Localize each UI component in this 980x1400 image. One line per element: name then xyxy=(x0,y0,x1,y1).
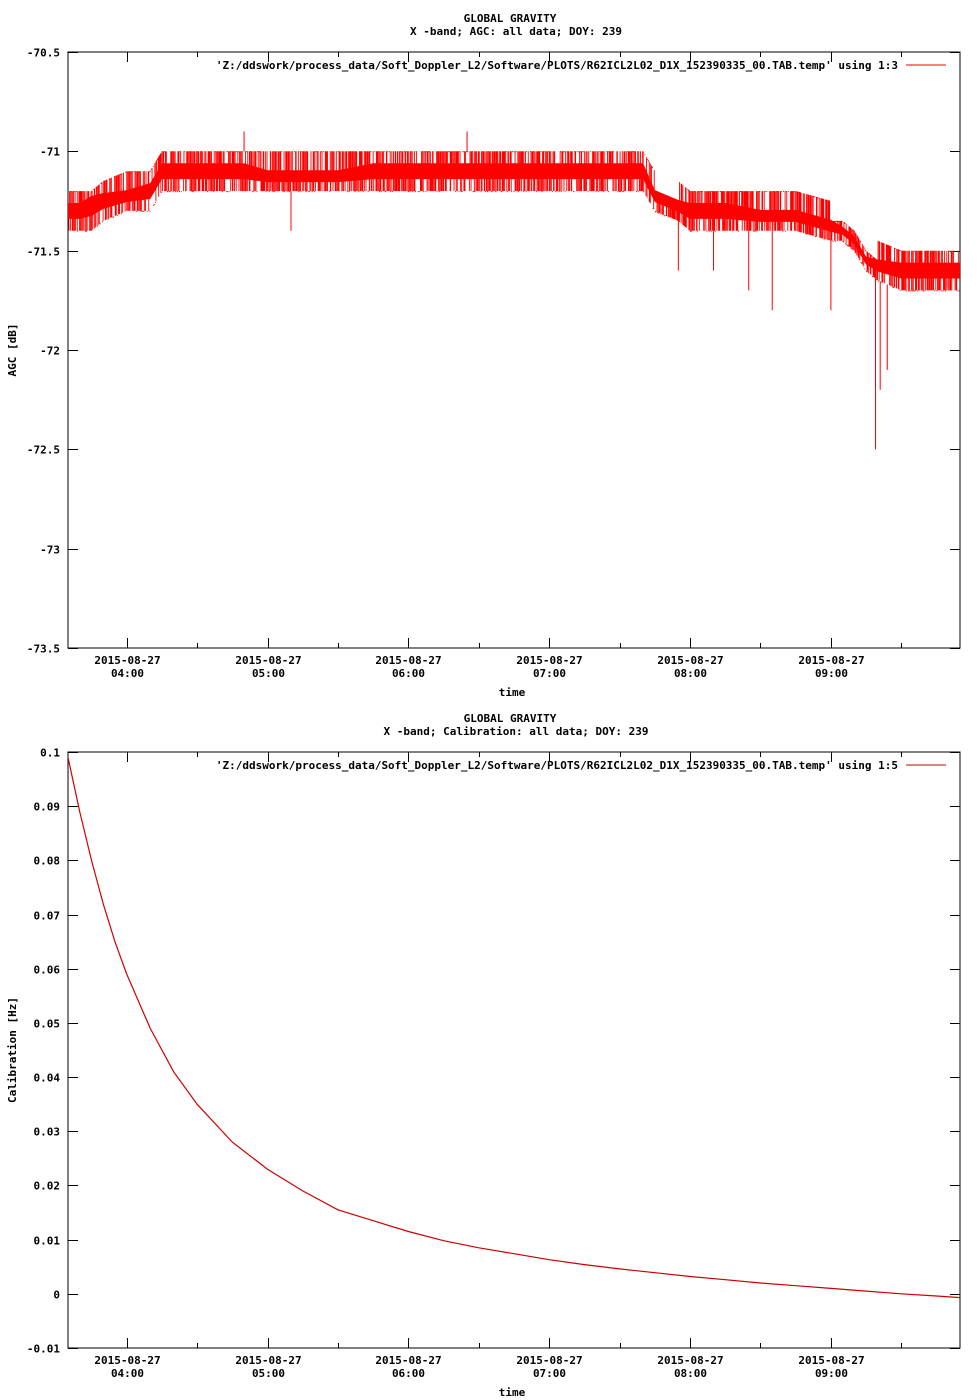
chart-subtitle: X -band; Calibration: all data; DOY: 239 xyxy=(384,725,649,738)
legend-label: 'Z:/ddswork/process_data/Soft_Doppler_L2… xyxy=(216,59,898,72)
x-axis-label: time xyxy=(499,686,526,699)
x-tick-date-label: 2015-08-27 xyxy=(516,654,582,667)
plot-frame xyxy=(67,751,961,1349)
chart-title: GLOBAL GRAVITY xyxy=(464,12,557,25)
x-tick-time-label: 05:00 xyxy=(252,1367,285,1380)
x-tick-date-label: 2015-08-27 xyxy=(235,1354,301,1367)
y-tick-label: 0.07 xyxy=(34,910,61,923)
x-tick-time-label: 04:00 xyxy=(111,1367,144,1380)
x-tick-date-label: 2015-08-27 xyxy=(798,654,864,667)
x-tick-time-label: 07:00 xyxy=(533,1367,566,1380)
x-tick-date-label: 2015-08-27 xyxy=(235,654,301,667)
x-tick-time-label: 04:00 xyxy=(111,667,144,680)
x-tick-time-label: 08:00 xyxy=(674,1367,707,1380)
y-tick-label: -71.5 xyxy=(27,246,60,259)
y-tick-label: -73.5 xyxy=(27,643,60,656)
chart-subtitle: X -band; AGC: all data; DOY: 239 xyxy=(410,25,622,38)
x-tick-date-label: 2015-08-27 xyxy=(94,654,160,667)
y-tick-label: 0.08 xyxy=(34,855,61,868)
y-tick-label: -70.5 xyxy=(27,47,60,60)
x-tick-time-label: 06:00 xyxy=(392,1367,425,1380)
y-axis-label: AGC [dB] xyxy=(6,324,19,377)
chart-title: GLOBAL GRAVITY xyxy=(464,712,557,725)
y-axis-label: Calibration [Hz] xyxy=(6,997,19,1103)
y-tick-label: -72 xyxy=(40,345,60,358)
y-tick-label: 0.02 xyxy=(34,1180,61,1193)
agc-band-core xyxy=(68,163,960,279)
x-tick-time-label: 07:00 xyxy=(533,667,566,680)
x-tick-date-label: 2015-08-27 xyxy=(657,1354,723,1367)
x-tick-date-label: 2015-08-27 xyxy=(94,1354,160,1367)
y-tick-label: 0.06 xyxy=(34,964,61,977)
x-axis-label: time xyxy=(499,1386,526,1399)
x-tick-date-label: 2015-08-27 xyxy=(516,1354,582,1367)
x-tick-time-label: 09:00 xyxy=(815,1367,848,1380)
data-series xyxy=(68,131,960,450)
y-tick-label: -71 xyxy=(40,146,60,159)
x-tick-time-label: 08:00 xyxy=(674,667,707,680)
y-tick-label: 0.04 xyxy=(34,1072,61,1085)
x-tick-time-label: 09:00 xyxy=(815,667,848,680)
y-tick-label: 0.01 xyxy=(34,1235,61,1248)
x-tick-date-label: 2015-08-27 xyxy=(375,654,441,667)
x-tick-date-label: 2015-08-27 xyxy=(657,654,723,667)
y-tick-label: 0.09 xyxy=(34,801,61,814)
legend-label: 'Z:/ddswork/process_data/Soft_Doppler_L2… xyxy=(216,759,898,772)
x-tick-date-label: 2015-08-27 xyxy=(375,1354,441,1367)
x-tick-time-label: 06:00 xyxy=(392,667,425,680)
calibration-line xyxy=(68,757,960,1299)
y-tick-label: -0.01 xyxy=(27,1343,60,1356)
y-tick-label: 0.05 xyxy=(34,1018,61,1031)
y-tick-label: 0.1 xyxy=(40,747,60,760)
data-series xyxy=(68,757,960,1299)
x-tick-date-label: 2015-08-27 xyxy=(798,1354,864,1367)
y-tick-label: 0 xyxy=(53,1289,60,1302)
x-tick-time-label: 05:00 xyxy=(252,667,285,680)
y-tick-label: -72.5 xyxy=(27,444,60,457)
y-tick-label: 0.03 xyxy=(34,1126,61,1139)
y-tick-label: -73 xyxy=(40,544,60,557)
